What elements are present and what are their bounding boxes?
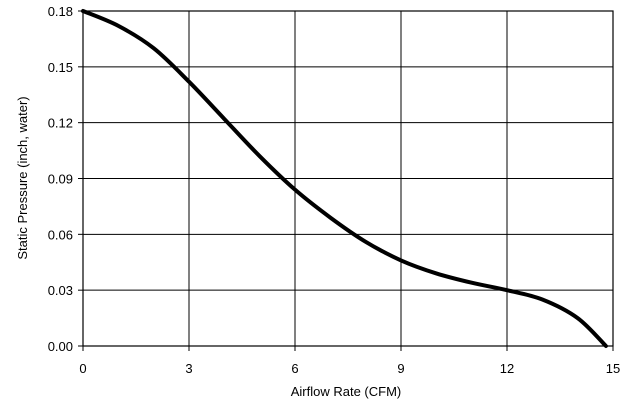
tick-labels: 0 3 6 9 12 15 0.00 0.03 0.06 0.09 0.12 0.15 0.18 [48,4,621,376]
y-axis-label: Static Pressure (inch, water) [15,96,30,259]
series-line-0 [81,9,608,348]
y-tick-label: 0.06 [48,227,73,242]
y-tick-label: 0.09 [48,172,73,187]
x-tick-label: 15 [606,361,620,376]
series-layer [81,9,608,348]
grid [83,11,613,346]
y-tick-label: 0.15 [48,60,73,75]
y-tick-label: 0.00 [48,339,73,354]
x-tick-label: 3 [185,361,192,376]
x-tick-label: 0 [79,361,86,376]
plot-frame [82,10,614,347]
y-tick-label: 0.03 [48,283,73,298]
x-tick-label: 6 [291,361,298,376]
y-tick-label: 0.18 [48,4,73,19]
x-tick-label: 9 [397,361,404,376]
axes [78,10,614,351]
y-tick-label: 0.12 [48,116,73,131]
x-tick-label: 12 [500,361,514,376]
x-axis-label: Airflow Rate (CFM) [291,384,402,399]
